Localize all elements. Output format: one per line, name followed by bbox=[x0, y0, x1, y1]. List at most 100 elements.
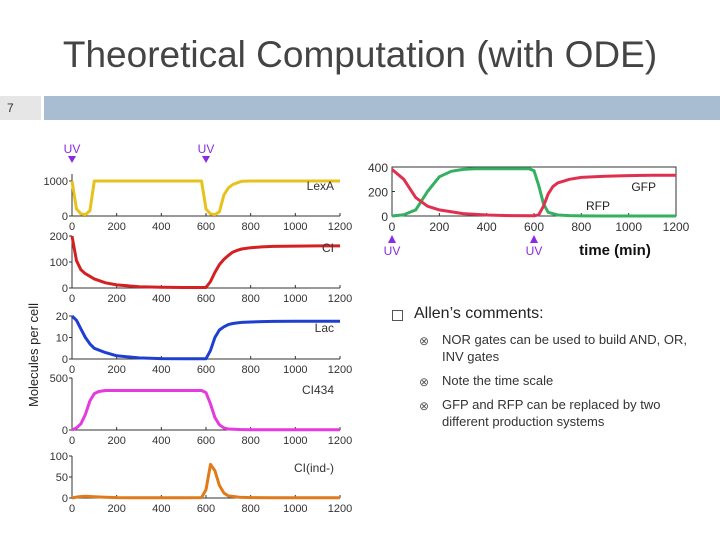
slide-number: 7 bbox=[7, 101, 14, 115]
x-tick-label: 200 bbox=[107, 435, 125, 447]
x-tick-label: 1200 bbox=[328, 221, 352, 233]
x-tick-label: 0 bbox=[389, 220, 396, 234]
x-tick-label: 400 bbox=[152, 221, 170, 233]
y-tick-label: 50 bbox=[56, 472, 68, 484]
x-tick-label: 1000 bbox=[283, 221, 307, 233]
series-line-lac bbox=[70, 314, 340, 361]
series-line-ci434 bbox=[71, 389, 340, 432]
comments-list: ⊗ NOR gates can be used to build AND, OR… bbox=[392, 331, 692, 430]
y-tick-label: 400 bbox=[368, 161, 388, 175]
y-tick-label: 10 bbox=[56, 333, 68, 345]
circle-bullet-icon: ⊗ bbox=[419, 375, 430, 389]
comment-item: ⊗ GFP and RFP can be replaced by two dif… bbox=[392, 396, 692, 430]
x-tick-label: 0 bbox=[69, 435, 75, 447]
y-axis-label: Molecules per cell bbox=[26, 303, 41, 407]
y-tick-label: 20 bbox=[56, 311, 68, 323]
series-line-ci bbox=[70, 235, 340, 289]
x-tick-label: 1200 bbox=[328, 364, 352, 376]
x-tick-label: 600 bbox=[197, 221, 215, 233]
x-tick-label: 800 bbox=[241, 435, 259, 447]
x-tick-label: 800 bbox=[241, 503, 259, 515]
x-tick-label: 1000 bbox=[283, 503, 307, 515]
y-tick-label: 0 bbox=[62, 354, 68, 366]
series-label-gfp: GFP bbox=[631, 180, 656, 194]
uv-arrow-icon bbox=[530, 235, 538, 243]
y-tick-label: 0 bbox=[62, 425, 68, 437]
y-tick-label: 500 bbox=[50, 373, 68, 385]
y-tick-label: 100 bbox=[50, 451, 68, 463]
slide-header-bar: 7 bbox=[0, 96, 720, 120]
x-tick-label: 600 bbox=[524, 220, 544, 234]
panel-label: CI bbox=[322, 241, 334, 255]
x-tick-label: 200 bbox=[107, 364, 125, 376]
x-tick-label: 1200 bbox=[328, 293, 352, 305]
comments-block: Allen’s comments: ⊗ NOR gates can be use… bbox=[392, 305, 692, 437]
x-tick-label: 400 bbox=[477, 220, 497, 234]
x-tick-label: 200 bbox=[429, 220, 449, 234]
slide-title: Theoretical Computation (with ODE) bbox=[62, 34, 658, 75]
x-tick-label: 400 bbox=[152, 503, 170, 515]
y-tick-label: 0 bbox=[62, 283, 68, 295]
series-line-gfp bbox=[391, 167, 676, 218]
x-tick-label: 0 bbox=[69, 221, 75, 233]
slide-number-box: 7 bbox=[0, 96, 44, 120]
x-tick-label: 1200 bbox=[328, 435, 352, 447]
circle-bullet-icon: ⊗ bbox=[419, 334, 430, 348]
series-label-rfp: RFP bbox=[586, 199, 610, 213]
x-tick-label: 800 bbox=[241, 364, 259, 376]
y-tick-label: 200 bbox=[368, 186, 388, 200]
x-tick-label: 0 bbox=[69, 503, 75, 515]
panel-label: LexA bbox=[307, 179, 334, 193]
uv-marker-label: UV bbox=[526, 244, 543, 258]
comment-text: Note the time scale bbox=[442, 373, 554, 388]
panel-label: Lac bbox=[315, 321, 334, 335]
comments-heading: Allen’s comments: bbox=[392, 305, 692, 323]
comment-text: GFP and RFP can be replaced by two diffe… bbox=[442, 397, 661, 429]
uv-marker-label: UV bbox=[64, 142, 81, 156]
comment-item: ⊗ Note the time scale bbox=[392, 372, 692, 389]
x-tick-label: 1000 bbox=[283, 293, 307, 305]
x-tick-label: 400 bbox=[152, 364, 170, 376]
comment-text: NOR gates can be used to build AND, OR, … bbox=[442, 332, 687, 364]
y-tick-label: 0 bbox=[62, 211, 68, 223]
uv-marker-label: UV bbox=[198, 142, 215, 156]
x-tick-label: 800 bbox=[241, 221, 259, 233]
panel-label: CI(ind-) bbox=[294, 461, 334, 475]
series-line-lexa bbox=[70, 179, 340, 217]
circle-bullet-icon: ⊗ bbox=[419, 399, 430, 413]
square-bullet-icon bbox=[392, 310, 403, 321]
x-tick-label: 600 bbox=[197, 435, 215, 447]
panel-label: CI434 bbox=[302, 383, 334, 397]
x-tick-label: 1000 bbox=[615, 220, 642, 234]
x-tick-label: 0 bbox=[69, 364, 75, 376]
y-tick-label: 200 bbox=[50, 231, 68, 243]
y-tick-label: 0 bbox=[62, 493, 68, 505]
x-axis-label: time (min) bbox=[579, 242, 651, 259]
x-tick-label: 1000 bbox=[283, 364, 307, 376]
x-tick-label: 600 bbox=[197, 293, 215, 305]
x-tick-label: 800 bbox=[241, 293, 259, 305]
x-tick-label: 400 bbox=[152, 435, 170, 447]
series-line-ciind bbox=[71, 462, 340, 500]
uv-marker-label: UV bbox=[384, 244, 401, 258]
x-tick-label: 400 bbox=[152, 293, 170, 305]
y-tick-label: 1000 bbox=[44, 176, 68, 188]
y-tick-label: 100 bbox=[50, 257, 68, 269]
x-tick-label: 1000 bbox=[283, 435, 307, 447]
uv-arrow-icon bbox=[202, 156, 210, 163]
x-tick-label: 0 bbox=[69, 293, 75, 305]
x-tick-label: 200 bbox=[107, 293, 125, 305]
uv-arrow-icon bbox=[68, 156, 76, 163]
header-accent-bar bbox=[44, 96, 720, 120]
series-line-rfp bbox=[391, 168, 677, 218]
x-tick-label: 800 bbox=[571, 220, 591, 234]
comments-heading-text: Allen’s comments: bbox=[414, 305, 544, 322]
y-tick-label: 0 bbox=[381, 210, 388, 224]
x-tick-label: 1200 bbox=[663, 220, 690, 234]
uv-arrow-icon bbox=[388, 235, 396, 243]
x-tick-label: 200 bbox=[107, 221, 125, 233]
x-tick-label: 600 bbox=[197, 503, 215, 515]
x-tick-label: 200 bbox=[107, 503, 125, 515]
x-tick-label: 600 bbox=[197, 364, 215, 376]
